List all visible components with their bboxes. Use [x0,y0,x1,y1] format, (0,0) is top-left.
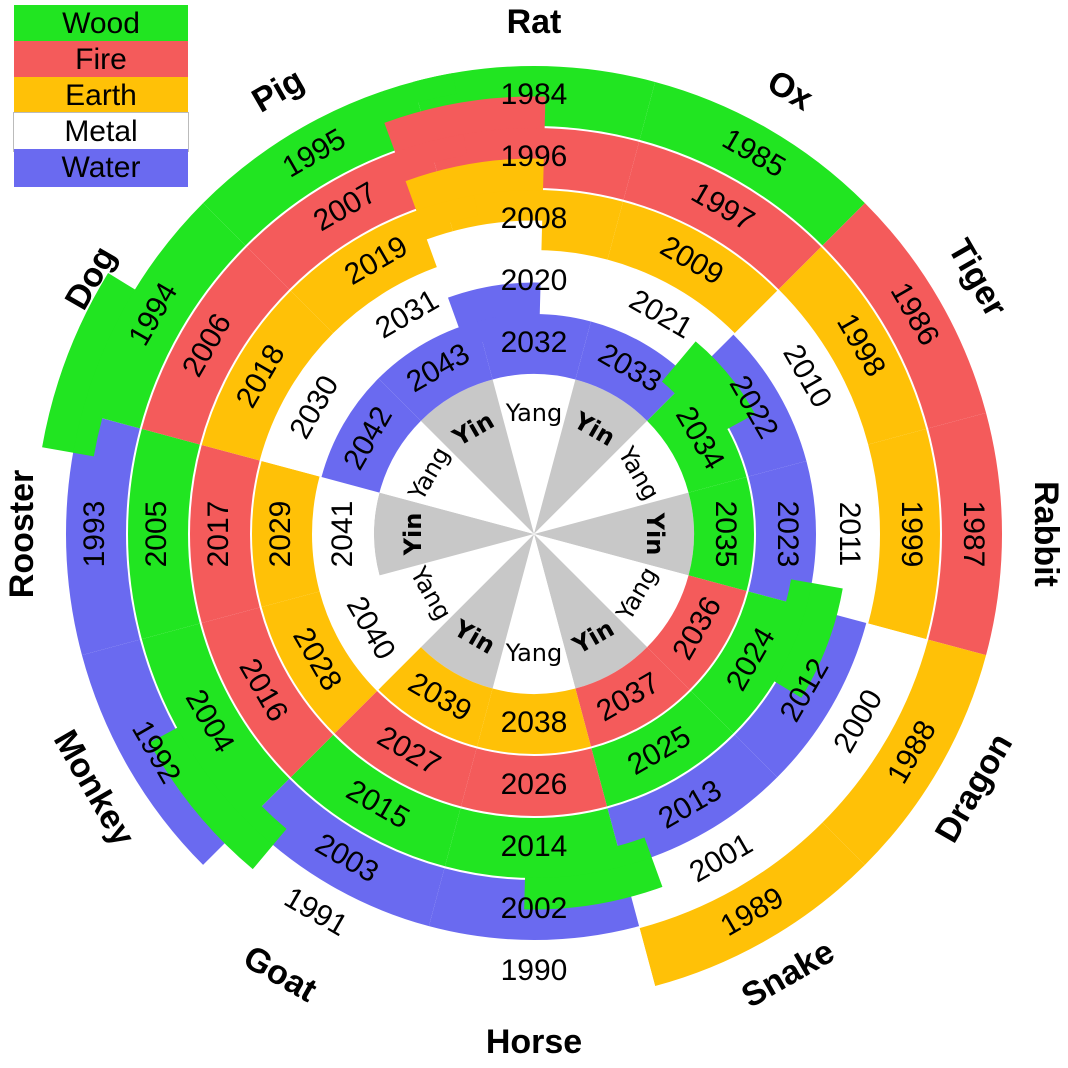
year-label: 2032 [501,326,568,359]
year-label: 2020 [501,264,568,297]
animal-label: Goat [237,938,323,1010]
yin-label: Yin [399,513,427,557]
year-label: 2041 [326,501,359,568]
year-label: 2029 [264,501,297,568]
yang-label: Yang [505,639,563,667]
legend-swatch: Water [14,149,188,187]
year-label: 1984 [501,78,568,111]
legend-swatch: Metal [14,113,188,151]
legend: WoodFireEarthMetalWater [14,6,188,186]
year-label: 2026 [501,768,568,801]
legend-row: Wood [14,6,188,42]
legend-row: Metal [14,114,188,150]
legend-swatch: Fire [14,41,188,79]
year-label: 1987 [957,501,990,568]
yin-label: Yin [641,512,669,556]
year-label: 1999 [895,501,928,568]
animal-label: Rabbit [1027,481,1065,587]
year-label: 2017 [202,501,235,568]
legend-row: Fire [14,42,188,78]
year-label: 1996 [501,140,568,173]
legend-row: Water [14,150,188,186]
year-label: 2014 [501,830,568,863]
year-label: 2011 [833,502,866,567]
year-label: 2038 [501,706,568,739]
legend-swatch: Earth [14,77,188,115]
legend-swatch: Wood [14,5,188,43]
animal-label: Ox [761,63,819,119]
year-label: 2035 [709,501,742,568]
legend-row: Earth [14,78,188,114]
year-label: 2005 [140,501,173,568]
animal-label: Rooster [3,470,41,598]
year-label: 1990 [501,954,568,987]
year-label: 2008 [501,202,568,235]
animal-label: Tiger [940,233,1014,323]
animal-label: Horse [486,1023,582,1061]
year-label: 2023 [771,501,804,568]
animal-label: Pig [246,61,311,120]
year-label: 1993 [78,501,111,568]
yang-label: Yang [505,399,563,427]
year-label: 2002 [501,892,568,925]
animal-label: Rat [507,3,562,41]
